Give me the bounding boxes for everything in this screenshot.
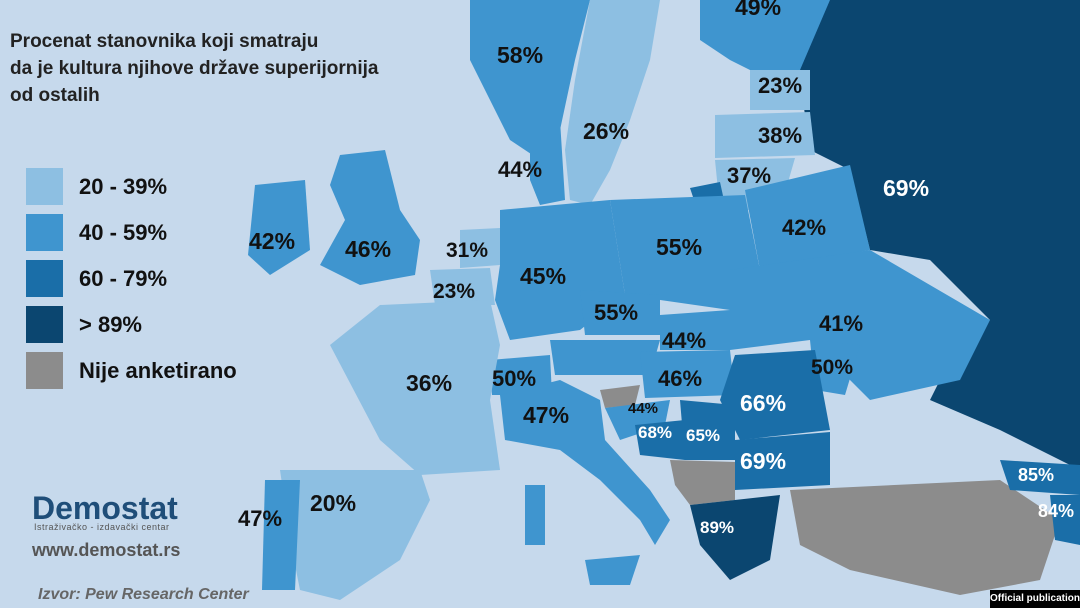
label-latvia: 38%: [758, 123, 802, 148]
label-czechia: 55%: [594, 300, 638, 325]
poland-region: [610, 195, 760, 310]
label-serbia: 65%: [686, 426, 720, 445]
label-sweden: 26%: [583, 118, 629, 144]
legend-label: 60 - 79%: [79, 265, 168, 291]
label-hungary: 46%: [658, 366, 702, 391]
legend-label: 40 - 59%: [79, 219, 168, 245]
label-uk: 46%: [345, 236, 391, 262]
czechia-region: [580, 290, 660, 335]
italy-region: [500, 380, 670, 545]
label-lithuania: 37%: [727, 163, 771, 188]
balkans-unsurveyed-region: [670, 460, 735, 505]
demostat-logo: Demostat: [32, 490, 178, 526]
legend-swatch: [26, 260, 63, 297]
legend: 20 - 39% 40 - 59% 60 - 79% > 89% Nije an…: [26, 168, 237, 398]
website-link[interactable]: www.demostat.rs: [32, 540, 181, 560]
source-credit: Izvor: Pew Research Center: [38, 586, 249, 603]
legend-item-40-59: 40 - 59%: [26, 214, 237, 251]
uk-region: [320, 150, 420, 285]
legend-swatch: [26, 352, 63, 389]
demostat-tagline: Istraživačko - izdavački centar: [34, 522, 170, 532]
label-romania: 66%: [740, 390, 786, 416]
label-bulgaria: 69%: [740, 448, 786, 474]
sicily-region: [585, 555, 640, 585]
sardinia-region: [525, 485, 545, 545]
label-norway: 58%: [497, 42, 543, 68]
label-portugal: 47%: [238, 506, 282, 531]
label-spain: 20%: [310, 490, 356, 516]
label-moldova: 50%: [811, 356, 853, 379]
label-denmark: 44%: [498, 157, 542, 182]
label-armenia: 84%: [1038, 501, 1074, 521]
legend-label: > 89%: [79, 311, 142, 337]
austria-region: [550, 340, 660, 375]
croatia-region: [605, 400, 670, 440]
bosnia-region: [635, 420, 685, 460]
slovenia-region: [600, 385, 640, 408]
turkey-region: [790, 480, 1060, 595]
label-slovakia: 44%: [662, 328, 706, 353]
belarus-region: [745, 165, 870, 270]
spain-region: [280, 470, 430, 600]
label-netherlands: 31%: [446, 239, 488, 262]
label-finland: 49%: [735, 0, 781, 20]
legend-label: 20 - 39%: [79, 173, 168, 199]
france-region: [330, 300, 500, 475]
belgium-region: [430, 268, 495, 305]
label-ukraine: 41%: [819, 311, 863, 336]
legend-label: Nije anketirano: [79, 357, 237, 383]
label-belgium: 23%: [433, 280, 475, 303]
label-bosnia: 68%: [638, 423, 672, 442]
ukraine-region: [730, 250, 990, 400]
moldova-region: [810, 340, 860, 395]
label-france: 36%: [406, 370, 452, 396]
latvia-region: [715, 112, 815, 158]
legend-item-20-39: 20 - 39%: [26, 168, 237, 205]
legend-swatch: [26, 214, 63, 251]
hungary-region: [640, 350, 735, 398]
title-line-3: od ostalih: [10, 85, 100, 106]
estonia-region: [750, 70, 810, 110]
label-estonia: 23%: [758, 73, 802, 98]
legend-item-60-79: 60 - 79%: [26, 260, 237, 297]
russia-region: [760, 0, 1080, 470]
label-greece: 89%: [700, 518, 734, 537]
finland-region: [700, 0, 830, 75]
label-italy: 47%: [523, 402, 569, 428]
label-croatia: 44%: [628, 400, 658, 417]
official-publication-badge: Official publication: [990, 590, 1080, 608]
label-georgia: 85%: [1018, 465, 1054, 485]
netherlands-region: [460, 228, 500, 268]
greece-region: [690, 495, 780, 580]
label-belarus: 42%: [782, 215, 826, 240]
label-germany: 45%: [520, 263, 566, 289]
legend-swatch: [26, 168, 63, 205]
switzerland-region: [490, 355, 552, 395]
denmark-region: [530, 120, 565, 205]
portugal-region: [262, 480, 300, 590]
slovakia-region: [660, 310, 730, 350]
sweden-region: [565, 0, 660, 205]
legend-swatch: [26, 306, 63, 343]
title-line-2: da je kultura njihove države superijorni…: [10, 58, 379, 79]
map-title: Procenat stanovnika koji smatraju da je …: [10, 28, 460, 109]
bulgaria-region: [735, 432, 830, 490]
label-ireland: 42%: [249, 228, 295, 254]
title-line-1: Procenat stanovnika koji smatraju: [10, 31, 319, 52]
serbia-region: [680, 400, 735, 460]
label-poland: 55%: [656, 234, 702, 260]
armenia-region: [1050, 495, 1080, 545]
legend-item-over-89: > 89%: [26, 306, 237, 343]
label-russia: 69%: [883, 175, 929, 201]
label-switzerland: 50%: [492, 366, 536, 391]
legend-item-not-surveyed: Nije anketirano: [26, 352, 237, 389]
romania-region: [720, 350, 830, 440]
ireland-region: [248, 180, 310, 275]
georgia-region: [1000, 460, 1080, 495]
